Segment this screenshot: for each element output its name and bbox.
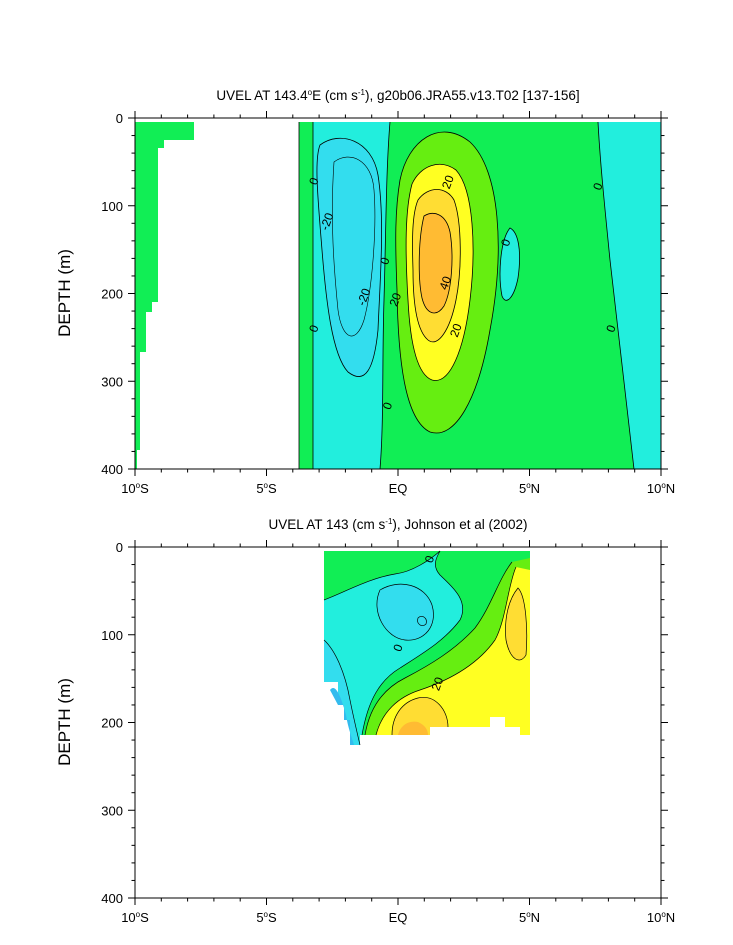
top-small-negative-cell: [500, 228, 520, 301]
top-contour-line-pos30: [412, 189, 461, 343]
top-x-tick-label: 5oN: [519, 481, 540, 496]
top-y-tick-label: 200: [101, 287, 123, 302]
top-contour-line-zero-center: [379, 121, 391, 469]
bottom-contour-line-e: [391, 697, 449, 736]
top-contour-label: 20: [447, 321, 465, 339]
top-x-tick-labels: 10oS 5oS EQ 5oN 10oN: [121, 481, 675, 496]
top-contour-label: -20: [317, 211, 336, 232]
bottom-contour-labels: 0 0 20: [390, 553, 446, 692]
top-contour-label: 0: [380, 400, 396, 411]
bot-y-tick-label: 0: [116, 540, 123, 555]
top-contour-label: 0: [377, 255, 393, 266]
bot-x-tick-label: 5oS: [256, 910, 277, 925]
bottom-contour-field: 0 0 20: [323, 550, 530, 746]
bottom-contour-line-c: [364, 561, 513, 736]
top-y-tick-labels: 0 100 200 300 400: [101, 111, 123, 477]
top-contour-label: 0: [603, 323, 619, 334]
top-negative-band-east: [598, 122, 661, 469]
top-neg20-region: [332, 156, 376, 337]
top-contour-label: 40: [436, 274, 454, 292]
bottom-contour-line-a: [323, 550, 441, 601]
bottom-contour-line-f: [505, 587, 528, 661]
top-contour-label: -20: [354, 286, 373, 307]
bottom-contour-line-g: [376, 583, 434, 641]
bot-y-tick-label: 400: [101, 891, 123, 906]
bottom-neg30-region: [330, 688, 354, 745]
top-contour-label: 0: [590, 181, 606, 192]
top-contour-line-pos20: [405, 164, 474, 381]
top-y-axis-title: DEPTH (m): [55, 249, 74, 337]
bottom-contour-line-d: [375, 566, 517, 736]
bottom-y-axis-title: DEPTH (m): [55, 678, 74, 766]
top-contour-label: 0: [306, 323, 322, 334]
top-contour-label: 0: [306, 175, 322, 186]
bot-contour-label: 0: [390, 642, 406, 653]
top-contour-label: 20: [439, 173, 457, 191]
top-x-tick-label: EQ: [389, 481, 408, 496]
bot-contour-label: 20: [429, 675, 447, 693]
bot-y-tick-label: 200: [101, 716, 123, 731]
top-x-tick-label: 5oS: [256, 481, 277, 496]
bottom-pos20-region: [376, 567, 530, 735]
bottom-contour-lines: [323, 550, 528, 746]
top-contour-labels: 0 -20 0 -20 20 0 0 20 40 20 0 0 0: [306, 173, 619, 411]
bottom-neg20-region: [324, 640, 360, 745]
top-contour-line-pos40: [418, 213, 453, 314]
top-contour-lines: [298, 121, 635, 469]
top-contour-line-pos10: [395, 131, 499, 434]
bot-contour-label: 0: [422, 553, 438, 564]
bot-x-tick-label: 10oS: [121, 910, 149, 925]
top-x-tick-label: 10oN: [647, 481, 675, 496]
top-contour-label: 20: [387, 291, 405, 309]
top-contour-label: 0: [498, 237, 514, 248]
top-y-tick-label: 0: [116, 111, 123, 126]
bot-x-tick-label: 5oN: [519, 910, 540, 925]
top-missing-region: [135, 118, 300, 469]
bottom-contour-line-i: [417, 616, 427, 626]
top-panel: UVEL AT 143.4oE (cm s-1), g20b06.JRA55.v…: [55, 88, 675, 496]
bottom-contour-line-b: [361, 550, 463, 736]
bottom-neg10-blob: [376, 584, 434, 641]
bottom-axis-ticks: [128, 540, 668, 905]
bot-x-tick-label: 10oN: [647, 910, 675, 925]
top-x-tick-label: 10oS: [121, 481, 149, 496]
top-axis-ticks: [128, 111, 668, 476]
bottom-x-tick-labels: 10oS 5oS EQ 5oN 10oN: [121, 910, 675, 925]
top-y-tick-label: 400: [101, 462, 123, 477]
top-contour-field: 0 -20 0 -20 20 0 0 20 40 20 0 0 0: [135, 118, 661, 469]
bot-y-tick-label: 300: [101, 803, 123, 818]
top-contour-line-neg10: [316, 137, 383, 377]
bottom-title: UVEL AT 143 (cm s-1), Johnson et al (200…: [268, 517, 527, 532]
top-title: UVEL AT 143.4oE (cm s-1), g20b06.JRA55.v…: [216, 88, 579, 103]
bottom-panel: UVEL AT 143 (cm s-1), Johnson et al (200…: [55, 517, 675, 925]
bottom-pos40-region: [398, 721, 428, 735]
bottom-pos30-region-upper: [505, 588, 527, 660]
bottom-top-green: [324, 551, 440, 600]
top-pos40-region: [419, 213, 452, 313]
bottom-y-tick-labels: 0 100 200 300 400: [101, 540, 123, 906]
bottom-contour-line-h: [323, 639, 361, 746]
bot-x-tick-label: EQ: [389, 910, 408, 925]
top-contour-line-east: [597, 121, 635, 469]
top-y-tick-label: 300: [101, 374, 123, 389]
top-coastal-strip: [135, 122, 194, 469]
top-y-tick-label: 100: [101, 199, 123, 214]
bot-y-tick-label: 100: [101, 628, 123, 643]
top-contour-line-small-cell: [499, 227, 520, 301]
